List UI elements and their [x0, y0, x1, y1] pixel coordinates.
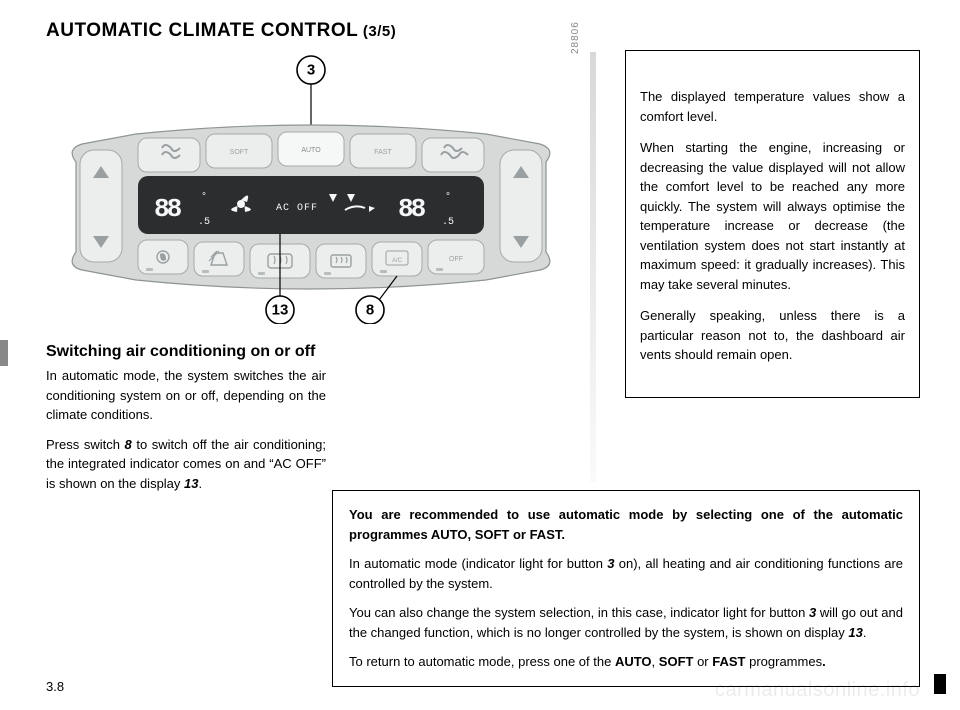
callout-3: 3	[307, 62, 315, 79]
title-part: (3/5)	[358, 23, 396, 40]
climate-panel-figure: 3 SOFT AUTO FAST	[46, 54, 576, 324]
right-p3: Generally speaking, unless there is a pa…	[640, 306, 905, 365]
info-box-right: The displayed temperature values show a …	[625, 50, 920, 398]
recommendation-box: You are recommended to use automatic mod…	[332, 490, 920, 687]
corner-tab	[934, 674, 946, 694]
bottom-p4: To return to automatic mode, press one o…	[349, 652, 903, 672]
bottom-p1: You are recommended to use automatic mod…	[349, 505, 903, 544]
page-number: 3.8	[46, 679, 64, 694]
right-p1: The displayed temperature values show a …	[640, 87, 905, 126]
climate-panel-body: SOFT AUTO FAST 88 ° .5 AC OFF	[72, 125, 550, 289]
right-p2: When starting the engine, increasing or …	[640, 138, 905, 294]
svg-text:AC OFF: AC OFF	[276, 203, 318, 214]
svg-text:°: °	[201, 191, 207, 203]
svg-text:FAST: FAST	[374, 149, 392, 156]
callout-8: 8	[366, 302, 374, 319]
svg-text:88: 88	[398, 194, 426, 224]
image-divider	[590, 52, 596, 482]
page-title: AUTOMATIC CLIMATE CONTROL (3/5)	[46, 20, 396, 42]
svg-text:AUTO: AUTO	[301, 147, 321, 154]
left-p1: In automatic mode, the system switches t…	[46, 366, 326, 425]
bottom-p3: You can also change the system selection…	[349, 603, 903, 642]
svg-text:°: °	[445, 191, 451, 203]
left-p2: Press switch 8 to switch off the air con…	[46, 435, 326, 494]
title-main: AUTOMATIC CLIMATE CONTROL	[46, 20, 358, 41]
svg-text:88: 88	[154, 194, 182, 224]
watermark: carmanualsonline.info	[715, 679, 920, 702]
section-subtitle: Switching air conditioning on or off	[46, 342, 326, 362]
callout-13: 13	[272, 302, 289, 319]
left-column: Switching air conditioning on or off In …	[46, 342, 326, 493]
svg-text:SOFT: SOFT	[230, 149, 249, 156]
svg-text:OFF: OFF	[449, 256, 463, 263]
svg-text:.5: .5	[442, 217, 454, 228]
bottom-p2: In automatic mode (indicator light for b…	[349, 554, 903, 593]
svg-text:.5: .5	[198, 217, 210, 228]
svg-text:A/C: A/C	[392, 258, 403, 264]
section-tab-marker	[0, 340, 8, 366]
image-code: 28806	[570, 21, 581, 54]
